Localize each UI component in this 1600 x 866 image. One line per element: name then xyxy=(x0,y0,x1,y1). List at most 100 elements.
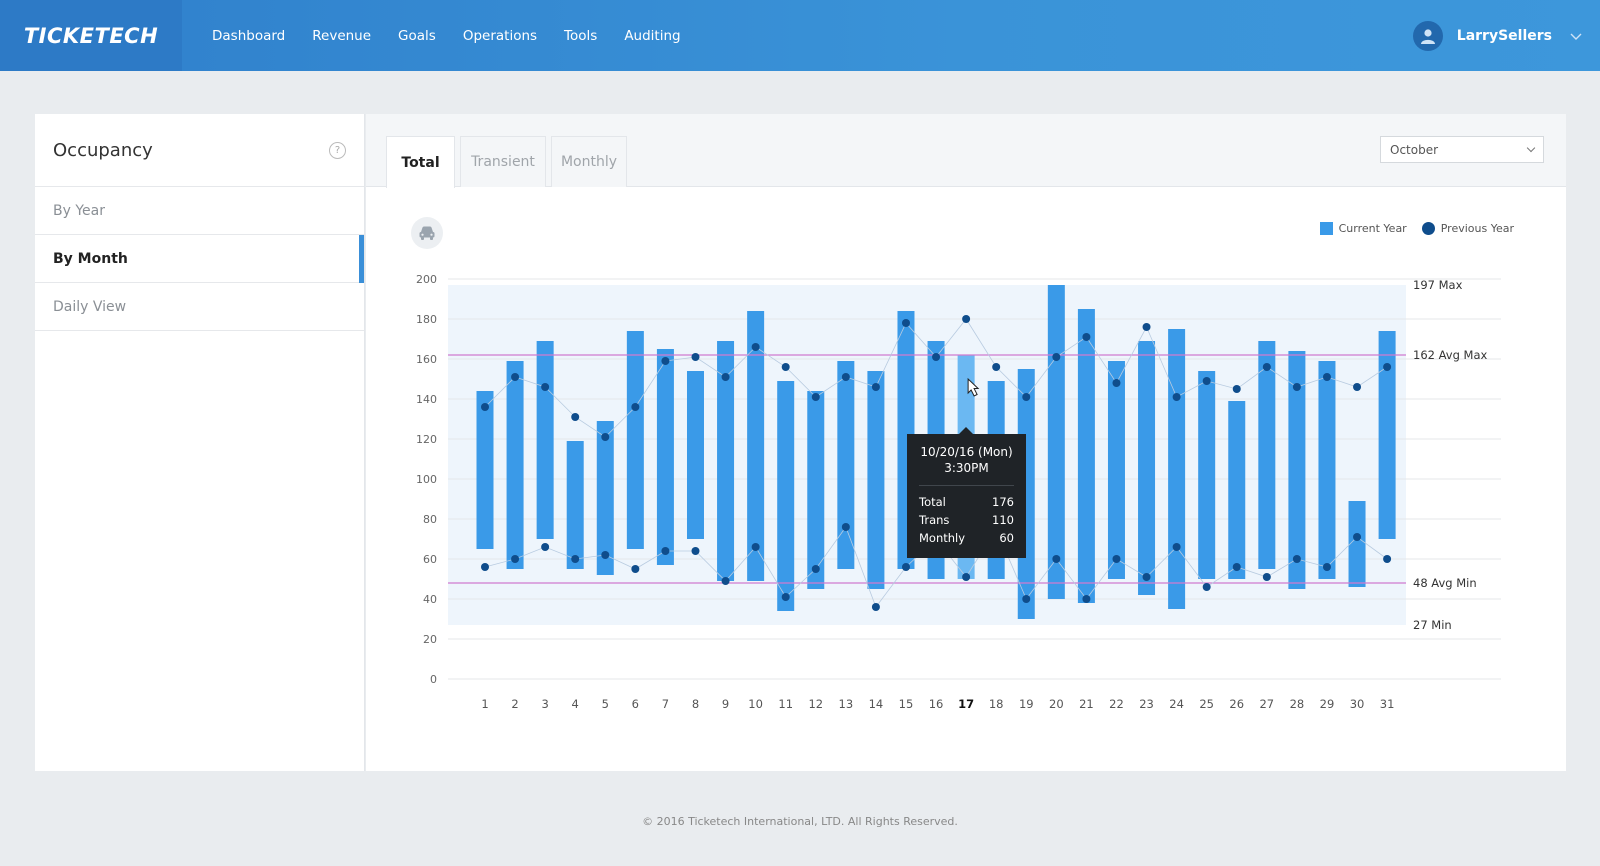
x-tick-label: 11 xyxy=(778,697,793,711)
nav-dashboard[interactable]: Dashboard xyxy=(212,27,286,44)
chevron-down-icon[interactable] xyxy=(1570,26,1582,45)
main-nav: Dashboard Revenue Goals Operations Tools… xyxy=(212,0,708,71)
chart-legend: Current Year Previous Year xyxy=(1319,222,1514,235)
user-name[interactable]: LarrySellers xyxy=(1456,27,1552,44)
x-tick-label: 25 xyxy=(1199,697,1214,711)
bar xyxy=(747,311,765,581)
previous-low-point xyxy=(1082,595,1091,603)
month-select[interactable]: October xyxy=(1380,136,1544,163)
previous-low-point xyxy=(601,551,610,559)
tooltip-time: 3:30PM xyxy=(944,461,989,475)
nav-operations[interactable]: Operations xyxy=(462,27,538,44)
previous-high-point xyxy=(1082,333,1091,341)
bar xyxy=(1168,329,1186,609)
bar xyxy=(1348,501,1366,587)
sidebar-header: Occupancy ? xyxy=(35,114,364,187)
y-tick-label: 60 xyxy=(423,553,437,566)
x-tick-label: 29 xyxy=(1320,697,1335,711)
chart-tooltip: 10/20/16 (Mon) 3:30PM Total 176 Trans 11… xyxy=(907,427,1026,558)
help-icon[interactable]: ? xyxy=(329,142,346,159)
previous-high-point xyxy=(841,373,850,381)
previous-high-point xyxy=(511,373,520,381)
x-tick-label: 9 xyxy=(722,697,729,711)
x-tick-label: 3 xyxy=(541,697,548,711)
user-icon xyxy=(1412,20,1443,51)
y-tick-label: 0 xyxy=(430,673,437,686)
previous-low-point xyxy=(631,565,640,573)
previous-low-point xyxy=(1022,595,1031,603)
tooltip-row-trans: Trans 110 xyxy=(919,511,1014,529)
x-tick-label: 2 xyxy=(511,697,518,711)
tooltip-label: Total xyxy=(919,495,946,509)
sidebar-item-daily-view[interactable]: Daily View xyxy=(35,283,364,331)
x-tick-label: 5 xyxy=(602,697,609,711)
previous-low-point xyxy=(901,563,910,571)
x-tick-label: 18 xyxy=(989,697,1004,711)
legend-previous-swatch xyxy=(1421,222,1435,235)
reference-label: 48 Avg Min xyxy=(1413,576,1477,590)
previous-high-point xyxy=(1202,377,1211,385)
tab-monthly[interactable]: Monthly xyxy=(551,136,627,187)
tab-transient[interactable]: Transient xyxy=(460,136,546,187)
previous-low-point xyxy=(691,547,700,555)
bar xyxy=(1228,401,1246,579)
bar xyxy=(1107,361,1125,579)
bar xyxy=(777,381,795,611)
y-tick-label: 120 xyxy=(416,433,437,446)
previous-low-point xyxy=(1353,533,1362,541)
nav-goals[interactable]: Goals xyxy=(398,27,436,44)
previous-high-point xyxy=(1172,393,1181,401)
bar xyxy=(566,441,584,569)
month-select-value: October xyxy=(1390,142,1439,157)
tabs-bar: Total Transient Monthly October xyxy=(366,114,1566,188)
previous-low-point xyxy=(1142,573,1151,581)
car-icon xyxy=(411,217,443,249)
previous-low-point xyxy=(751,543,760,551)
previous-low-point xyxy=(871,603,880,611)
y-tick-label: 20 xyxy=(423,633,437,646)
x-tick-label: 19 xyxy=(1019,697,1034,711)
previous-low-point xyxy=(511,555,520,563)
user-menu[interactable]: LarrySellers xyxy=(1412,0,1582,71)
x-tick-label: 30 xyxy=(1350,697,1365,711)
x-tick-label: 17 xyxy=(958,697,974,711)
previous-high-point xyxy=(1022,393,1031,401)
previous-high-point xyxy=(751,343,760,351)
previous-high-point xyxy=(1052,353,1061,361)
bar xyxy=(1047,285,1065,599)
bar xyxy=(1318,361,1336,579)
previous-high-point xyxy=(571,413,580,421)
previous-high-point xyxy=(1232,385,1241,393)
previous-high-point xyxy=(661,357,670,365)
previous-low-point xyxy=(811,565,820,573)
x-tick-label: 13 xyxy=(839,697,854,711)
logo-area[interactable]: TICKETECH xyxy=(0,0,182,71)
tooltip-label: Monthly xyxy=(919,531,966,545)
previous-low-point xyxy=(1262,573,1271,581)
nav-auditing[interactable]: Auditing xyxy=(624,27,681,44)
sidebar-item-by-year[interactable]: By Year xyxy=(35,187,364,235)
x-tick-label: 23 xyxy=(1139,697,1154,711)
y-tick-label: 160 xyxy=(416,353,437,366)
y-tick-label: 200 xyxy=(416,273,437,286)
previous-low-point xyxy=(841,523,850,531)
x-tick-label: 1 xyxy=(481,697,488,711)
sidebar-item-by-month[interactable]: By Month xyxy=(35,235,364,283)
previous-low-point xyxy=(481,563,489,571)
tab-total[interactable]: Total xyxy=(386,136,455,188)
nav-revenue[interactable]: Revenue xyxy=(312,27,372,44)
x-tick-label: 26 xyxy=(1229,697,1244,711)
bar xyxy=(626,331,644,549)
previous-high-point xyxy=(721,373,730,381)
x-tick-label: 8 xyxy=(692,697,699,711)
previous-high-point xyxy=(1322,373,1331,381)
previous-high-point xyxy=(1142,323,1151,331)
bar xyxy=(686,371,704,539)
previous-high-point xyxy=(781,363,790,371)
previous-low-point xyxy=(1232,563,1241,571)
min-label: 27 Min xyxy=(1413,618,1452,632)
previous-low-point xyxy=(1112,555,1121,563)
legend-current-label: Current Year xyxy=(1338,222,1407,235)
bar xyxy=(476,391,494,549)
nav-tools[interactable]: Tools xyxy=(564,27,598,44)
